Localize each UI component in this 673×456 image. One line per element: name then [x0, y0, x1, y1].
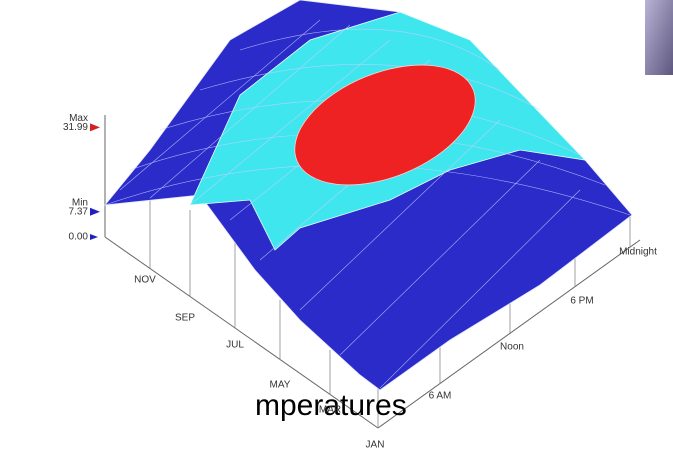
- time-label: Midnight: [619, 247, 657, 258]
- month-label: SEP: [175, 313, 195, 324]
- month-label: MAR: [319, 405, 341, 416]
- month-label: MAY: [270, 380, 291, 391]
- month-label: JUL: [226, 340, 244, 351]
- z-tick-label: 0.00: [69, 232, 89, 243]
- marker-arrow: [90, 123, 100, 131]
- z-tick: [90, 234, 98, 240]
- chart: mperatures NOVSEPJULMAYMARJAN6 AMNoon6 P…: [0, 0, 673, 456]
- marker-value: 31.99: [63, 122, 88, 133]
- month-label: NOV: [134, 275, 156, 286]
- time-label: Noon: [500, 342, 524, 353]
- marker-arrow: [90, 208, 100, 216]
- marker-value: 7.37: [69, 206, 89, 217]
- month-label: JAN: [366, 440, 385, 451]
- time-label: 6 AM: [429, 391, 452, 402]
- time-label: 6 PM: [570, 296, 593, 307]
- corner-image: [645, 0, 673, 75]
